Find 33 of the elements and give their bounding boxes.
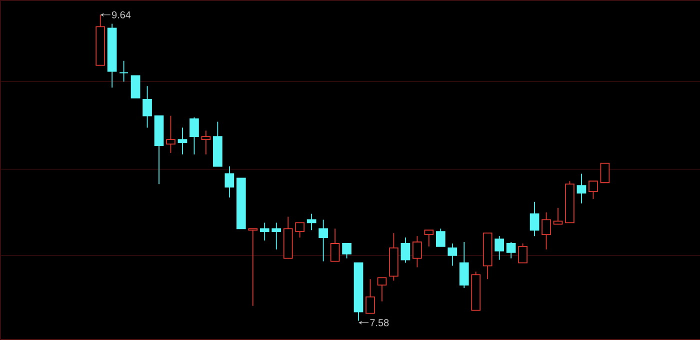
candlestick bbox=[201, 130, 211, 155]
candlestick bbox=[272, 222, 282, 250]
candlestick bbox=[436, 228, 446, 247]
candlestick bbox=[530, 201, 540, 237]
candlestick bbox=[377, 277, 387, 302]
candlestick bbox=[400, 237, 410, 264]
candlestick bbox=[318, 219, 328, 262]
candlestick bbox=[260, 222, 270, 241]
candlestick bbox=[542, 212, 551, 250]
candlestick bbox=[248, 228, 258, 306]
annotation: 7.58 bbox=[370, 319, 389, 326]
candlestick bbox=[576, 173, 586, 204]
candlestick bbox=[130, 75, 140, 98]
candlestick bbox=[518, 243, 528, 264]
annotation: 9.64 bbox=[112, 11, 131, 18]
candlestick bbox=[494, 236, 504, 260]
candlestick bbox=[588, 180, 598, 200]
candlestick bbox=[506, 242, 516, 259]
candlestick bbox=[342, 243, 352, 259]
candlestick bbox=[424, 230, 434, 247]
candlestick bbox=[366, 278, 375, 314]
candlestick bbox=[224, 166, 234, 198]
candlestick bbox=[142, 86, 152, 128]
candlestick bbox=[448, 243, 458, 266]
candlestick bbox=[119, 60, 128, 82]
candlestick bbox=[166, 115, 176, 154]
candlestick bbox=[412, 236, 422, 268]
candlestick bbox=[295, 222, 305, 238]
candlestick bbox=[190, 116, 199, 155]
candlestick bbox=[459, 242, 469, 288]
candlestick bbox=[600, 162, 610, 184]
candlestick bbox=[330, 228, 340, 262]
candlestick bbox=[178, 127, 188, 155]
